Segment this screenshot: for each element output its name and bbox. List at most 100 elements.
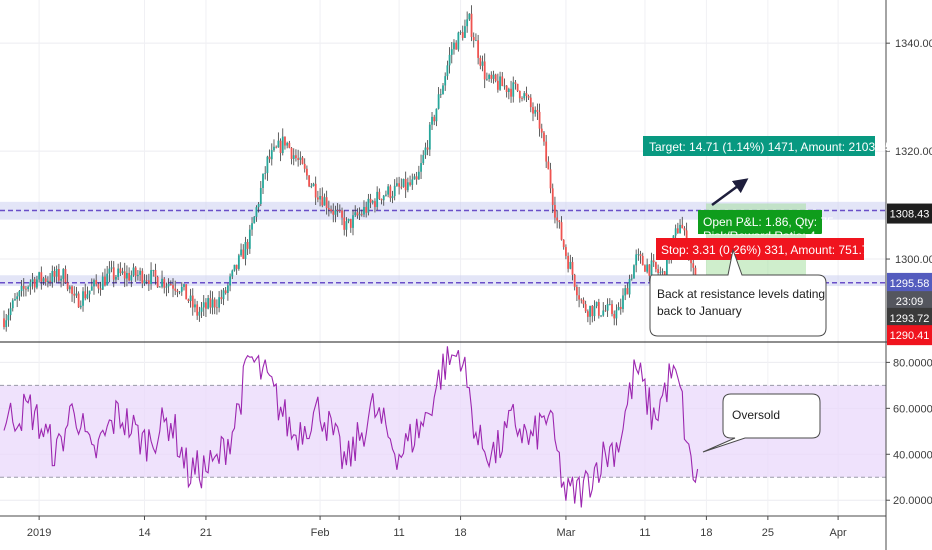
candle-body [38,272,41,280]
candle-body [222,290,225,300]
resistance-callout[interactable]: Back at resistance levels dating back to… [649,248,827,337]
candle-body [174,288,177,291]
candle-body [136,274,139,277]
price-axis[interactable]: 1300.00 1320.00 1340.00 [886,38,932,266]
candle-body [404,178,407,191]
candle-body [22,285,25,289]
candle-body [323,197,326,206]
candle-body [448,54,451,66]
candle-body [374,201,376,207]
candle-body [435,108,438,122]
time-axis[interactable]: 2019 14 21 Feb 11 18 Mar 11 18 25 Apr [27,516,847,539]
candle-body [16,296,19,300]
candle-body [101,276,104,290]
candle-body [584,304,587,312]
candle-body [611,304,613,314]
rsi-axis[interactable]: 20.0000 40.0000 60.0000 80.0000 [886,357,932,507]
candle-body [84,291,87,299]
candle-body [389,186,392,199]
candle-body [119,268,122,274]
candle-body [646,264,649,272]
time-tick-label: 25 [762,527,774,539]
candle-body [99,288,102,290]
oversold-callout[interactable]: Oversold [702,393,821,453]
candle-body [459,32,462,34]
candle-body [308,175,311,187]
candle-body [123,271,126,279]
candle-body [676,228,679,234]
rsi-tick-label: 80.0000 [893,357,932,369]
candle-body [464,26,466,38]
candle-body [126,272,128,279]
candle-body [18,291,21,297]
candle-body [211,299,214,308]
candle-body [580,299,583,301]
time-tick-label: 14 [138,527,150,539]
candle-body [40,272,43,282]
candle-body [68,286,71,290]
candle-body [290,147,293,159]
price-badge-label: 1295.58 [890,278,930,290]
risk-reward-text: Risk/Reward Ratio: 4.44 [703,229,833,243]
candle-body [597,302,600,316]
candle-body [158,286,161,288]
candle-body [648,264,651,276]
candle-body [538,111,541,129]
candle-body [248,229,251,249]
candle-body [231,270,234,277]
candle-body [198,311,201,316]
candle-body [655,262,657,270]
rsi-tick-label: 20.0000 [893,495,932,507]
candle-body [95,280,98,285]
candle-body [415,176,418,180]
candle-body [334,210,337,215]
candle-body [172,285,174,289]
projection-arrow[interactable] [711,178,749,207]
stop-label[interactable]: Stop: 3.31 (0.26%) 331, Amount: 751.75 [656,238,875,260]
candle-body [251,223,253,230]
candle-body [554,205,556,218]
candle-body [630,278,633,280]
candle-body [33,279,36,288]
candle-body [112,267,115,280]
candle-body [200,307,203,312]
price-badge [887,325,932,346]
candle-body [176,290,179,292]
candle-body [183,284,185,287]
candle-body [128,272,131,281]
open-pl-label[interactable]: Open P&L: 1.86, Qty: 75 Risk/Reward Rati… [698,210,834,243]
resistance-zone[interactable] [0,275,886,287]
candle-body [626,288,629,295]
candle-body [393,185,396,197]
candle-body [167,283,170,287]
candle-body [367,198,370,213]
candle-body [310,186,313,187]
candle-body [299,157,302,160]
candle-body [475,40,477,42]
candle-body [639,254,642,256]
candle-body [42,278,45,282]
candle-body [327,208,330,210]
candle-body [628,279,631,295]
price-badge [887,291,932,312]
candle-body [578,295,580,300]
candle-body [488,74,490,79]
candle-body [169,283,172,286]
time-tick-label: 18 [454,527,466,539]
candle-body [481,61,484,66]
candle-body [62,269,65,279]
candle-body [510,88,512,97]
candle-body [154,270,157,277]
candle-body [266,156,269,173]
candle-body [505,85,508,93]
time-tick-label: 21 [200,527,212,539]
candle-body [185,284,188,300]
target-label[interactable]: Target: 14.71 (1.14%) 1471, Amount: 2103… [643,136,892,156]
candle-body [624,288,627,296]
candle-body [115,276,117,280]
candle-body [235,264,238,269]
candle-body [312,183,315,187]
candle-body [608,304,611,305]
candle-body [240,249,242,256]
